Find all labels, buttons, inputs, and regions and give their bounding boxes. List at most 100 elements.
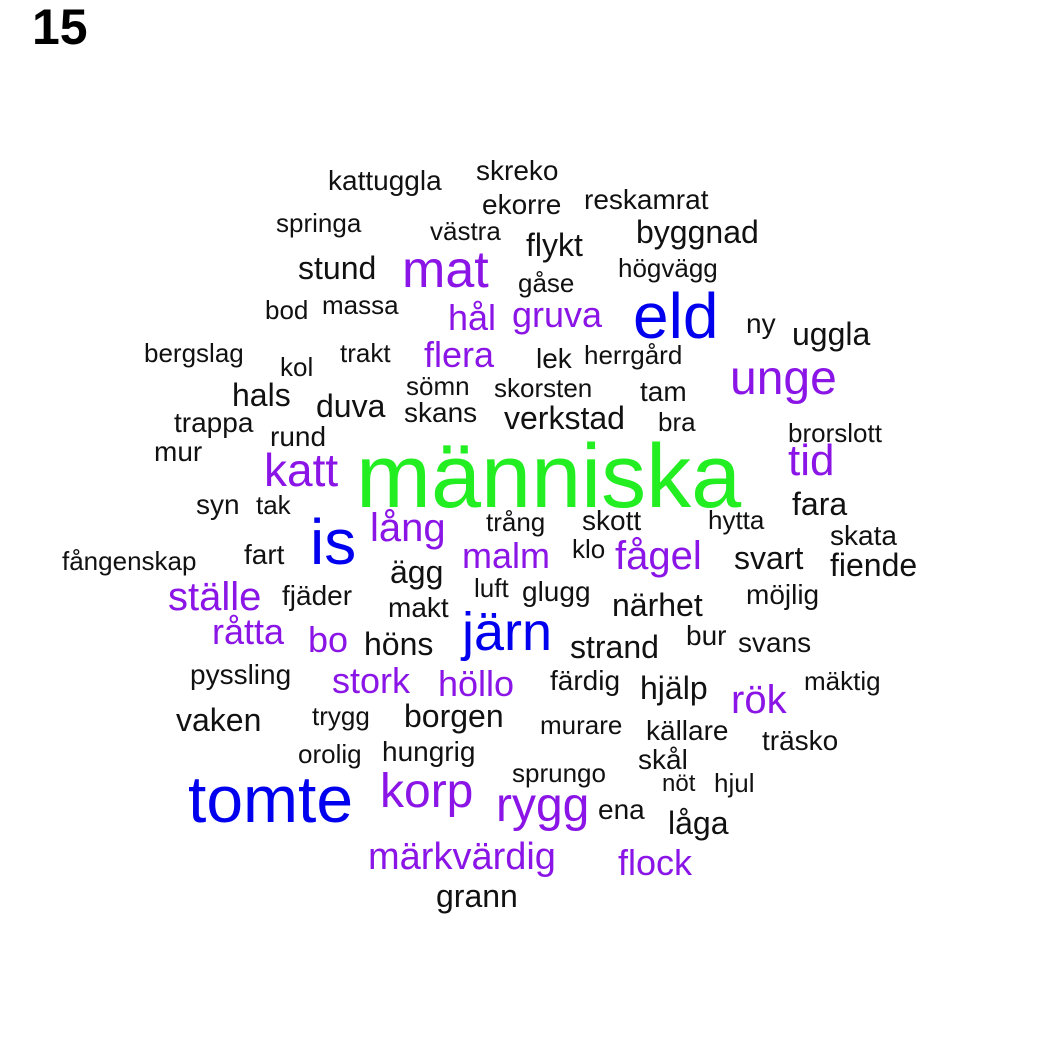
cloud-word: bur — [686, 620, 727, 651]
cloud-word: eld — [633, 280, 719, 352]
cloud-word: gåse — [518, 268, 575, 298]
cloud-word: is — [310, 506, 357, 578]
cloud-word: malm — [462, 535, 550, 576]
cloud-word: träsko — [762, 725, 839, 756]
panel-label: 15 — [32, 0, 88, 55]
cloud-word: ställe — [168, 575, 262, 619]
cloud-word: skata — [830, 520, 897, 551]
cloud-word: rök — [731, 678, 787, 722]
cloud-word: korp — [380, 765, 474, 818]
cloud-word: gruva — [512, 294, 603, 335]
cloud-word: närhet — [612, 587, 703, 623]
cloud-word: katt — [264, 444, 339, 496]
cloud-word: rund — [270, 421, 327, 452]
cloud-word: färdig — [550, 665, 621, 696]
cloud-word: tam — [640, 376, 687, 407]
cloud-word: järn — [462, 602, 553, 662]
cloud-word: klo — [572, 534, 606, 564]
cloud-word: springa — [276, 208, 362, 238]
cloud-word: duva — [316, 388, 386, 424]
cloud-word: trakt — [340, 338, 391, 368]
cloud-word: lång — [370, 506, 446, 550]
cloud-word: byggnad — [636, 214, 759, 250]
cloud-word: västra — [430, 216, 501, 246]
cloud-word: möjlig — [746, 579, 820, 610]
cloud-word: kattuggla — [328, 165, 442, 196]
cloud-word: lek — [536, 343, 572, 374]
cloud-word: tak — [256, 490, 291, 520]
cloud-word: pyssling — [190, 659, 292, 690]
cloud-word: hungrig — [382, 736, 476, 767]
cloud-word: mat — [402, 241, 489, 299]
cloud-word: grann — [436, 878, 518, 914]
cloud-word: stund — [298, 250, 377, 286]
cloud-word: sprungo — [512, 758, 606, 788]
cloud-word: kol — [280, 352, 314, 382]
cloud-word: luft — [474, 573, 509, 603]
cloud-word: skott — [582, 505, 642, 536]
cloud-word: trappa — [174, 407, 254, 438]
cloud-word: ekorre — [482, 189, 562, 220]
cloud-word: tomte — [188, 762, 354, 836]
cloud-word: brorslott — [788, 418, 882, 448]
cloud-word: svart — [734, 540, 804, 576]
cloud-word: herrgård — [584, 340, 683, 370]
cloud-word: flykt — [526, 227, 583, 263]
cloud-word: murare — [540, 710, 623, 740]
cloud-word: hjul — [714, 768, 755, 798]
cloud-word: hytta — [708, 505, 765, 535]
cloud-word: fjäder — [282, 580, 353, 611]
cloud-word: strand — [570, 629, 659, 665]
cloud-word: skorsten — [494, 373, 593, 403]
cloud-word: borgen — [404, 698, 504, 734]
cloud-word: unge — [730, 352, 837, 405]
cloud-word: höllo — [438, 663, 515, 704]
cloud-word: fågel — [615, 534, 702, 578]
cloud-word: hål — [448, 297, 497, 338]
cloud-word: låga — [668, 805, 729, 841]
cloud-word: orolig — [298, 739, 362, 769]
cloud-word: märkvärdig — [368, 836, 556, 878]
cloud-word: svans — [738, 627, 812, 658]
cloud-word: bo — [308, 619, 349, 660]
cloud-word: höns — [364, 626, 434, 662]
cloud-word: ny — [746, 308, 776, 339]
cloud-word: vaken — [176, 702, 262, 738]
cloud-word: bra — [658, 407, 696, 437]
cloud-word: hals — [232, 377, 291, 413]
cloud-word: mur — [154, 436, 203, 467]
cloud-word: fart — [244, 539, 285, 570]
cloud-word: fångenskap — [62, 546, 197, 576]
cloud-word: sömn — [406, 371, 470, 401]
cloud-word: ägg — [390, 554, 444, 590]
cloud-word: fiende — [830, 547, 918, 583]
cloud-word: källare — [646, 715, 729, 746]
cloud-word: massa — [322, 290, 399, 320]
cloud-word: trång — [486, 507, 546, 537]
cloud-word: makt — [388, 592, 449, 623]
cloud-word: glugg — [522, 576, 591, 607]
cloud-word: rygg — [496, 779, 590, 832]
cloud-word: bergslag — [144, 338, 244, 368]
cloud-word: flock — [618, 842, 693, 883]
cloud-word: reskamrat — [584, 184, 709, 215]
cloud-word: skreko — [476, 155, 559, 186]
cloud-word: människa — [356, 427, 742, 527]
cloud-word: flera — [424, 334, 495, 375]
cloud-word: skans — [404, 397, 478, 428]
cloud-word: verkstad — [504, 400, 625, 436]
cloud-word: skål — [638, 744, 688, 775]
cloud-word: hjälp — [640, 670, 708, 706]
cloud-word: tid — [788, 436, 835, 485]
cloud-word: nöt — [662, 770, 696, 797]
cloud-word: syn — [196, 489, 240, 520]
cloud-word: högvägg — [618, 253, 718, 283]
cloud-word: trygg — [312, 701, 370, 731]
cloud-word: fara — [792, 486, 848, 522]
cloud-word: råtta — [212, 611, 285, 652]
cloud-word: bod — [265, 295, 309, 325]
cloud-word: ena — [598, 794, 645, 825]
cloud-word: uggla — [792, 316, 871, 352]
cloud-word: mäktig — [804, 666, 881, 696]
